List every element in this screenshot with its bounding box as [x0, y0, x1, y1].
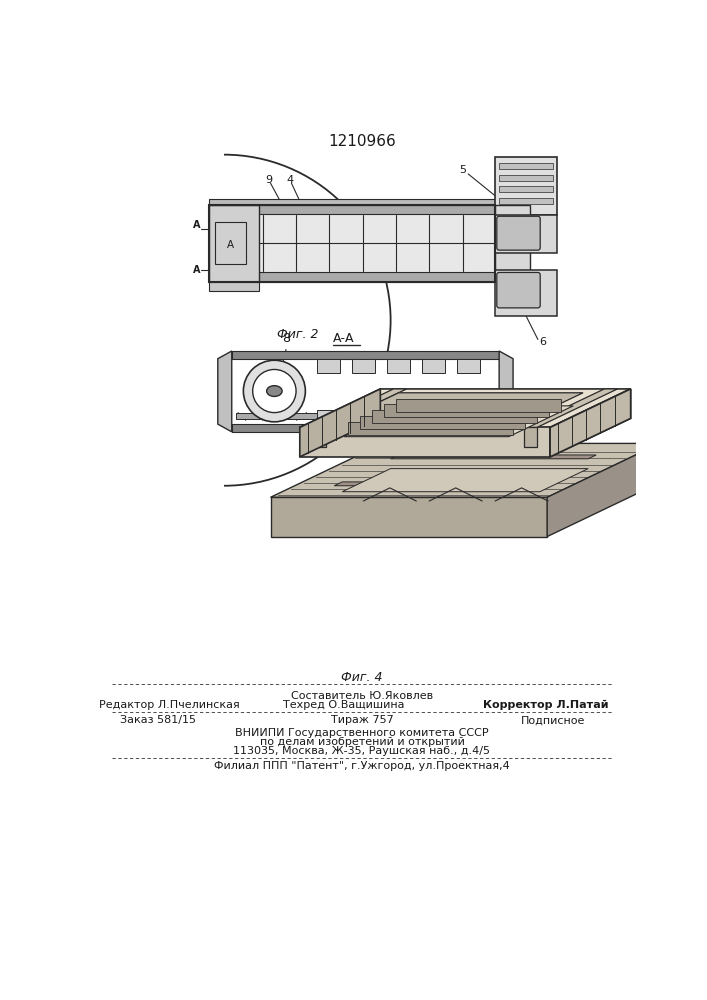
- Bar: [209, 205, 259, 282]
- Text: А-А: А-А: [334, 332, 355, 345]
- Text: Фиг. 4: Фиг. 4: [341, 671, 382, 684]
- Bar: [387, 359, 410, 373]
- Bar: [209, 205, 495, 214]
- Text: 9: 9: [265, 175, 272, 185]
- Bar: [495, 270, 557, 316]
- Polygon shape: [524, 427, 537, 447]
- Bar: [352, 359, 375, 373]
- Polygon shape: [550, 389, 631, 457]
- Bar: [352, 410, 375, 424]
- Polygon shape: [344, 406, 573, 437]
- Polygon shape: [373, 410, 537, 423]
- Bar: [209, 205, 495, 282]
- FancyBboxPatch shape: [497, 216, 540, 250]
- Text: 6: 6: [539, 337, 547, 347]
- Polygon shape: [550, 389, 631, 457]
- Polygon shape: [397, 399, 561, 412]
- Polygon shape: [524, 389, 617, 427]
- Polygon shape: [313, 427, 326, 447]
- Text: по делам изобретений и открытий: по делам изобретений и открытий: [259, 737, 464, 747]
- Text: А: А: [193, 265, 201, 275]
- Text: Подписное: Подписное: [521, 715, 585, 725]
- Polygon shape: [313, 389, 407, 427]
- Bar: [209, 199, 495, 205]
- Polygon shape: [300, 389, 380, 457]
- Polygon shape: [218, 351, 232, 432]
- Text: ВНИИПИ Государственного комитета СССР: ВНИИПИ Государственного комитета СССР: [235, 728, 489, 738]
- Polygon shape: [342, 469, 588, 492]
- Bar: [232, 351, 499, 432]
- Bar: [209, 272, 495, 282]
- Bar: [232, 351, 499, 359]
- Polygon shape: [390, 455, 596, 459]
- Bar: [457, 410, 480, 424]
- Bar: [232, 359, 499, 424]
- Circle shape: [252, 369, 296, 413]
- Text: Тираж 757: Тираж 757: [331, 715, 393, 725]
- Ellipse shape: [267, 386, 282, 396]
- Bar: [495, 282, 530, 291]
- Polygon shape: [547, 443, 660, 537]
- Text: Фиг. 2: Фиг. 2: [277, 328, 318, 341]
- Text: Заказ 581/15: Заказ 581/15: [120, 715, 196, 725]
- Text: А: А: [227, 240, 234, 250]
- Text: 113035, Москва, Ж-35, Раушская наб., д.4/5: 113035, Москва, Ж-35, Раушская наб., д.4…: [233, 746, 491, 756]
- Text: Фиг. 3: Фиг. 3: [354, 443, 396, 456]
- Polygon shape: [334, 482, 540, 486]
- Bar: [317, 359, 340, 373]
- Bar: [457, 359, 480, 373]
- Bar: [495, 205, 530, 282]
- Bar: [495, 157, 557, 215]
- Bar: [499, 186, 554, 192]
- Bar: [499, 175, 554, 181]
- Text: А: А: [193, 220, 201, 230]
- Text: 5: 5: [459, 165, 466, 175]
- Text: Редактор Л.Пчелинская: Редактор Л.Пчелинская: [100, 700, 240, 710]
- Bar: [209, 214, 495, 272]
- Bar: [387, 410, 410, 424]
- Polygon shape: [360, 416, 525, 429]
- Bar: [421, 359, 445, 373]
- Text: Филиал ППП "Патент", г.Ужгород, ул.Проектная,4: Филиал ППП "Патент", г.Ужгород, ул.Проек…: [214, 761, 510, 771]
- Bar: [317, 410, 340, 424]
- Text: Корректор Л.Патай: Корректор Л.Патай: [483, 700, 609, 710]
- Text: Составитель Ю.Яковлев: Составитель Ю.Яковлев: [291, 691, 433, 701]
- Polygon shape: [334, 393, 583, 424]
- Polygon shape: [300, 389, 631, 427]
- Text: 8: 8: [282, 332, 290, 345]
- Polygon shape: [499, 351, 513, 432]
- Bar: [235, 413, 495, 419]
- Polygon shape: [300, 427, 550, 457]
- Bar: [209, 282, 259, 291]
- Text: 4: 4: [286, 175, 293, 185]
- Text: 1210966: 1210966: [328, 134, 396, 149]
- Bar: [495, 215, 557, 253]
- Bar: [499, 163, 554, 169]
- Polygon shape: [271, 497, 547, 537]
- Bar: [232, 424, 499, 432]
- Bar: [215, 222, 246, 264]
- FancyBboxPatch shape: [497, 272, 540, 308]
- Polygon shape: [271, 443, 660, 497]
- Polygon shape: [385, 404, 549, 417]
- Polygon shape: [348, 422, 513, 435]
- Bar: [421, 410, 445, 424]
- Circle shape: [243, 360, 305, 422]
- Text: Техред О.Ващишина: Техред О.Ващишина: [284, 700, 405, 710]
- Bar: [499, 198, 554, 204]
